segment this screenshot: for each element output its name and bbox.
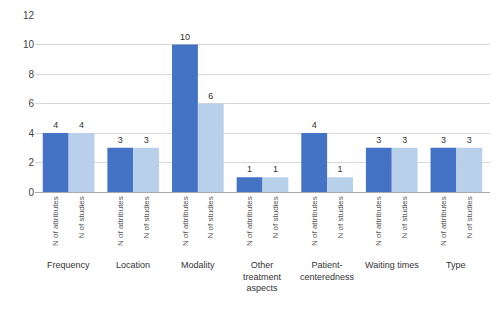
svg-text:Othertreatmentaspects: Othertreatmentaspects bbox=[243, 260, 282, 293]
svg-text:4: 4 bbox=[28, 128, 34, 139]
svg-text:1: 1 bbox=[338, 164, 343, 174]
svg-text:1: 1 bbox=[273, 164, 278, 174]
svg-text:N of attributes: N of attributes bbox=[116, 196, 125, 246]
svg-text:3: 3 bbox=[441, 135, 446, 145]
svg-text:6: 6 bbox=[208, 91, 213, 101]
svg-text:Frequency: Frequency bbox=[47, 260, 90, 270]
svg-text:2: 2 bbox=[28, 157, 34, 168]
svg-text:12: 12 bbox=[23, 10, 35, 21]
svg-text:0: 0 bbox=[28, 187, 34, 198]
svg-text:Modality: Modality bbox=[181, 260, 215, 270]
svg-text:4: 4 bbox=[53, 120, 58, 130]
svg-text:N of attributes: N of attributes bbox=[374, 196, 383, 246]
svg-text:N of studies: N of studies bbox=[142, 196, 151, 238]
svg-text:3: 3 bbox=[144, 135, 149, 145]
svg-text:Waiting times: Waiting times bbox=[365, 260, 419, 270]
svg-text:3: 3 bbox=[402, 135, 407, 145]
svg-text:N of studies: N of studies bbox=[465, 196, 474, 238]
svg-text:3: 3 bbox=[467, 135, 472, 145]
svg-text:N of studies: N of studies bbox=[271, 196, 280, 238]
svg-text:6: 6 bbox=[28, 98, 34, 109]
svg-text:N of studies: N of studies bbox=[336, 196, 345, 238]
svg-text:Patient-centeredness: Patient-centeredness bbox=[300, 260, 355, 282]
svg-text:Location: Location bbox=[116, 260, 150, 270]
svg-text:N of attributes: N of attributes bbox=[439, 196, 448, 246]
svg-text:N of studies: N of studies bbox=[206, 196, 215, 238]
svg-text:3: 3 bbox=[376, 135, 381, 145]
svg-text:N of attributes: N of attributes bbox=[245, 196, 254, 246]
svg-text:N of studies: N of studies bbox=[77, 196, 86, 238]
svg-text:10: 10 bbox=[23, 39, 35, 50]
svg-text:1: 1 bbox=[247, 164, 252, 174]
svg-text:4: 4 bbox=[79, 120, 84, 130]
svg-text:3: 3 bbox=[118, 135, 123, 145]
svg-text:N of studies: N of studies bbox=[400, 196, 409, 238]
svg-text:10: 10 bbox=[180, 32, 190, 42]
svg-text:4: 4 bbox=[312, 120, 317, 130]
svg-text:Type: Type bbox=[446, 260, 466, 270]
svg-text:N of attributes: N of attributes bbox=[310, 196, 319, 246]
svg-text:N of attributes: N of attributes bbox=[51, 196, 60, 246]
svg-text:N of attributes: N of attributes bbox=[181, 196, 190, 246]
svg-text:8: 8 bbox=[28, 69, 34, 80]
